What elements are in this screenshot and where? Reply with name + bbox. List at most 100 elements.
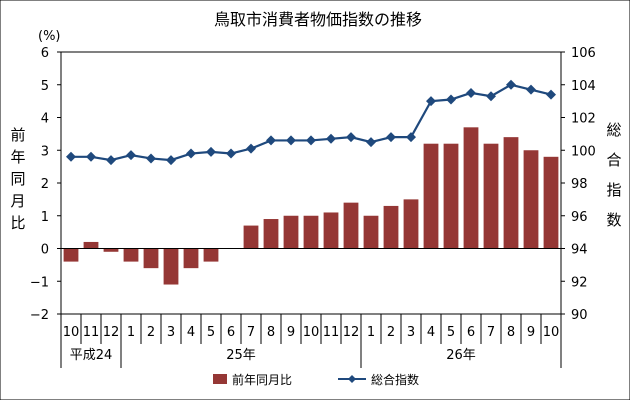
- category-label-7: 5: [207, 325, 215, 340]
- right-tick-label-6: 102: [571, 112, 596, 127]
- index-point-23: [526, 84, 536, 95]
- category-label-15: 1: [367, 325, 375, 340]
- index-point-2: [106, 155, 116, 166]
- left-tick-label-6: 4: [41, 112, 49, 127]
- index-point-8: [226, 148, 236, 159]
- index-point-19: [446, 94, 456, 105]
- category-label-22: 8: [507, 325, 515, 340]
- legend-label-bar: 前年同月比: [232, 372, 292, 387]
- year-group-label-2: 26年: [446, 348, 476, 363]
- bar-6: [183, 248, 199, 269]
- category-label-3: 1: [127, 325, 135, 340]
- bar-10: [263, 219, 279, 249]
- bar-16: [383, 205, 399, 249]
- category-label-16: 2: [387, 325, 395, 340]
- index-point-15: [366, 137, 376, 148]
- bar-15: [363, 215, 379, 249]
- category-label-6: 4: [187, 325, 195, 340]
- category-label-14: 12: [343, 325, 360, 340]
- bar-22: [503, 137, 519, 249]
- left-axis-label-char-3: 月: [10, 192, 25, 210]
- right-axis-label-char-2: 指: [606, 181, 621, 199]
- index-point-16: [386, 132, 396, 143]
- left-tick-label-1: −1: [30, 275, 49, 290]
- bar-2: [103, 248, 119, 252]
- bar-21: [483, 143, 499, 249]
- right-tick-label-5: 100: [571, 144, 596, 159]
- index-point-22: [506, 79, 516, 90]
- left-tick-label-0: −2: [30, 308, 49, 323]
- index-point-13: [326, 133, 336, 144]
- bar-5: [163, 248, 179, 285]
- bar-4: [143, 248, 159, 269]
- index-point-7: [206, 146, 216, 157]
- bar-19: [443, 143, 459, 249]
- index-point-20: [466, 87, 476, 98]
- category-label-10: 8: [267, 325, 275, 340]
- index-point-21: [486, 91, 496, 102]
- category-label-4: 2: [147, 325, 155, 340]
- left-axis-label: 前年同月比: [10, 126, 25, 232]
- left-axis-label-char-4: 比: [10, 214, 25, 232]
- category-label-5: 3: [167, 325, 175, 340]
- right-tick-label-7: 104: [571, 79, 596, 94]
- index-point-4: [146, 153, 156, 164]
- bar-0: [63, 248, 79, 262]
- left-tick-label-7: 5: [41, 79, 49, 94]
- index-point-3: [126, 150, 136, 161]
- bar-1: [83, 241, 99, 249]
- index-point-6: [186, 148, 196, 159]
- index-point-12: [306, 135, 316, 146]
- right-tick-label-4: 98: [571, 177, 588, 192]
- bar-11: [283, 215, 299, 249]
- index-point-14: [346, 132, 356, 143]
- legend: 前年同月比 総合指数: [213, 372, 419, 387]
- category-label-18: 4: [427, 325, 435, 340]
- bar-14: [343, 202, 359, 249]
- category-label-17: 3: [407, 325, 415, 340]
- legend-swatch-bar: [213, 374, 227, 384]
- category-label-2: 12: [103, 325, 120, 340]
- category-label-21: 7: [487, 325, 495, 340]
- left-tick-label-4: 2: [41, 177, 49, 192]
- category-label-0: 10: [63, 325, 80, 340]
- bar-17: [403, 199, 419, 249]
- legend-swatch-marker: [348, 375, 356, 383]
- left-unit-label: (%): [38, 29, 61, 44]
- bar-7: [203, 248, 219, 262]
- right-tick-label-2: 94: [571, 243, 588, 258]
- index-point-1: [86, 151, 96, 162]
- left-tick-label-3: 1: [41, 210, 49, 225]
- index-point-0: [66, 151, 76, 162]
- left-axis-label-char-1: 年: [10, 148, 25, 166]
- index-point-18: [426, 96, 436, 107]
- plot-area: [63, 79, 559, 285]
- year-group-label-1: 25年: [226, 348, 256, 363]
- index-point-24: [546, 89, 556, 100]
- right-tick-label-1: 92: [571, 275, 588, 290]
- category-label-20: 6: [467, 325, 475, 340]
- bar-9: [243, 225, 259, 249]
- bar-20: [463, 127, 479, 249]
- right-tick-label-3: 96: [571, 210, 588, 225]
- left-tick-label-8: 6: [41, 46, 49, 61]
- left-tick-label-5: 3: [41, 144, 49, 159]
- right-tick-label-0: 90: [571, 308, 588, 323]
- right-axis-label-char-3: 数: [606, 211, 621, 229]
- bar-3: [123, 248, 139, 262]
- right-axis-label: 総合指数: [606, 121, 621, 229]
- bar-24: [543, 156, 559, 249]
- left-axis-label-char-2: 同: [10, 170, 25, 188]
- index-point-9: [246, 143, 256, 154]
- index-point-10: [266, 135, 276, 146]
- left-axis-label-char-0: 前: [10, 126, 25, 144]
- right-axis-label-char-1: 合: [606, 151, 621, 169]
- bar-23: [523, 150, 539, 249]
- right-axis-label-char-0: 総: [606, 121, 621, 139]
- category-label-1: 11: [83, 325, 100, 340]
- bar-12: [303, 215, 319, 249]
- index-point-5: [166, 155, 176, 166]
- year-group-label-0: 平成24: [70, 348, 113, 363]
